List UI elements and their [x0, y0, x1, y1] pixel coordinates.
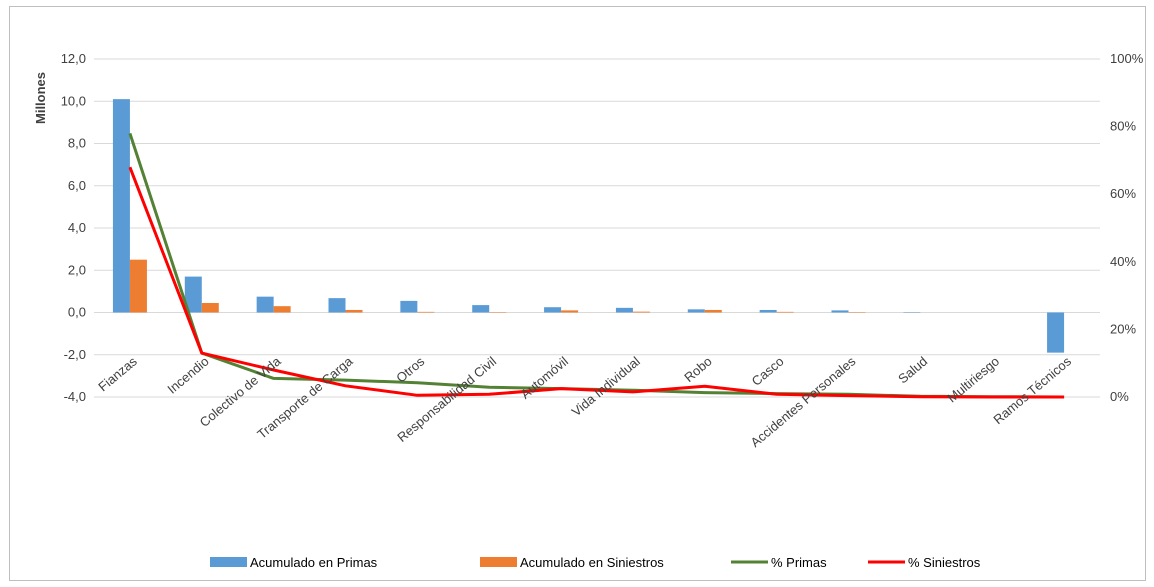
y-axis-right: 100% 80% 60% 40% 20% 0%: [1110, 51, 1144, 404]
bar: [704, 309, 722, 313]
y-tick-label: -2,0: [64, 347, 86, 362]
category-label: Incendio: [164, 354, 211, 397]
bar: [417, 311, 435, 313]
y-tick-label: 4,0: [68, 220, 86, 235]
y-tick-label: 2,0: [68, 262, 86, 277]
y2-tick-label: 60%: [1110, 186, 1136, 201]
y-tick-label: 0,0: [68, 305, 86, 320]
bar: [831, 310, 849, 313]
y2-tick-label: 40%: [1110, 254, 1136, 269]
bar: [201, 302, 219, 313]
category-label: Salud: [895, 354, 930, 387]
bar: [759, 309, 777, 313]
bar: [544, 307, 562, 313]
y-axis-label: Millones: [33, 72, 48, 124]
legend-swatch: [210, 557, 247, 567]
bar: [256, 296, 274, 313]
y-tick-label: 8,0: [68, 136, 86, 151]
bar: [561, 310, 579, 313]
y-tick-label: 12,0: [61, 51, 86, 66]
chart-frame: 12,0 10,0 8,0 6,0 4,0 2,0 0,0 -2,0 -4,0 100% 80% 6…: [9, 6, 1146, 581]
category-label: Ramos Técnicos: [990, 353, 1074, 427]
bar: [112, 99, 130, 313]
category-label: Robo: [681, 354, 714, 385]
bar: [472, 305, 490, 313]
y-tick-label: 6,0: [68, 178, 86, 193]
legend-label: Acumulado en Primas: [250, 555, 378, 570]
legend-label: % Siniestros: [908, 555, 981, 570]
legend-swatch: [480, 557, 517, 567]
y-tick-label: -4,0: [64, 389, 86, 404]
category-label: Otros: [393, 353, 427, 385]
y2-tick-label: 0%: [1110, 389, 1129, 404]
bar: [615, 307, 633, 313]
category-label: Vida Individual: [569, 353, 643, 419]
gridlines: [94, 58, 1100, 398]
series-line: [128, 166, 1065, 399]
combo-chart: 12,0 10,0 8,0 6,0 4,0 2,0 0,0 -2,0 -4,0 100% 80% 6…: [33, 51, 1144, 570]
category-label: Fianzas: [95, 353, 140, 394]
bar: [400, 300, 418, 313]
bar: [632, 311, 650, 313]
legend: Acumulado en Primas Acumulado en Siniestr…: [210, 555, 981, 570]
bar: [345, 309, 363, 313]
y-axis-left: 12,0 10,0 8,0 6,0 4,0 2,0 0,0 -2,0 -4,0: [61, 51, 86, 404]
bar: [328, 298, 346, 313]
bar: [184, 276, 202, 313]
legend-label: % Primas: [771, 555, 827, 570]
y2-tick-label: 80%: [1110, 119, 1136, 134]
bar: [129, 259, 147, 313]
bar: [273, 306, 291, 313]
category-label: Casco: [749, 354, 787, 389]
bars: [112, 99, 1065, 353]
category-label: Automóvil: [518, 353, 571, 401]
bar: [776, 311, 794, 313]
y-tick-label: 10,0: [61, 93, 86, 108]
y2-tick-label: 20%: [1110, 321, 1136, 336]
bar: [1047, 312, 1065, 353]
y2-tick-label: 100%: [1110, 51, 1144, 66]
bar: [687, 309, 705, 313]
lines: [128, 132, 1065, 399]
legend-label: Acumulado en Siniestros: [520, 555, 664, 570]
